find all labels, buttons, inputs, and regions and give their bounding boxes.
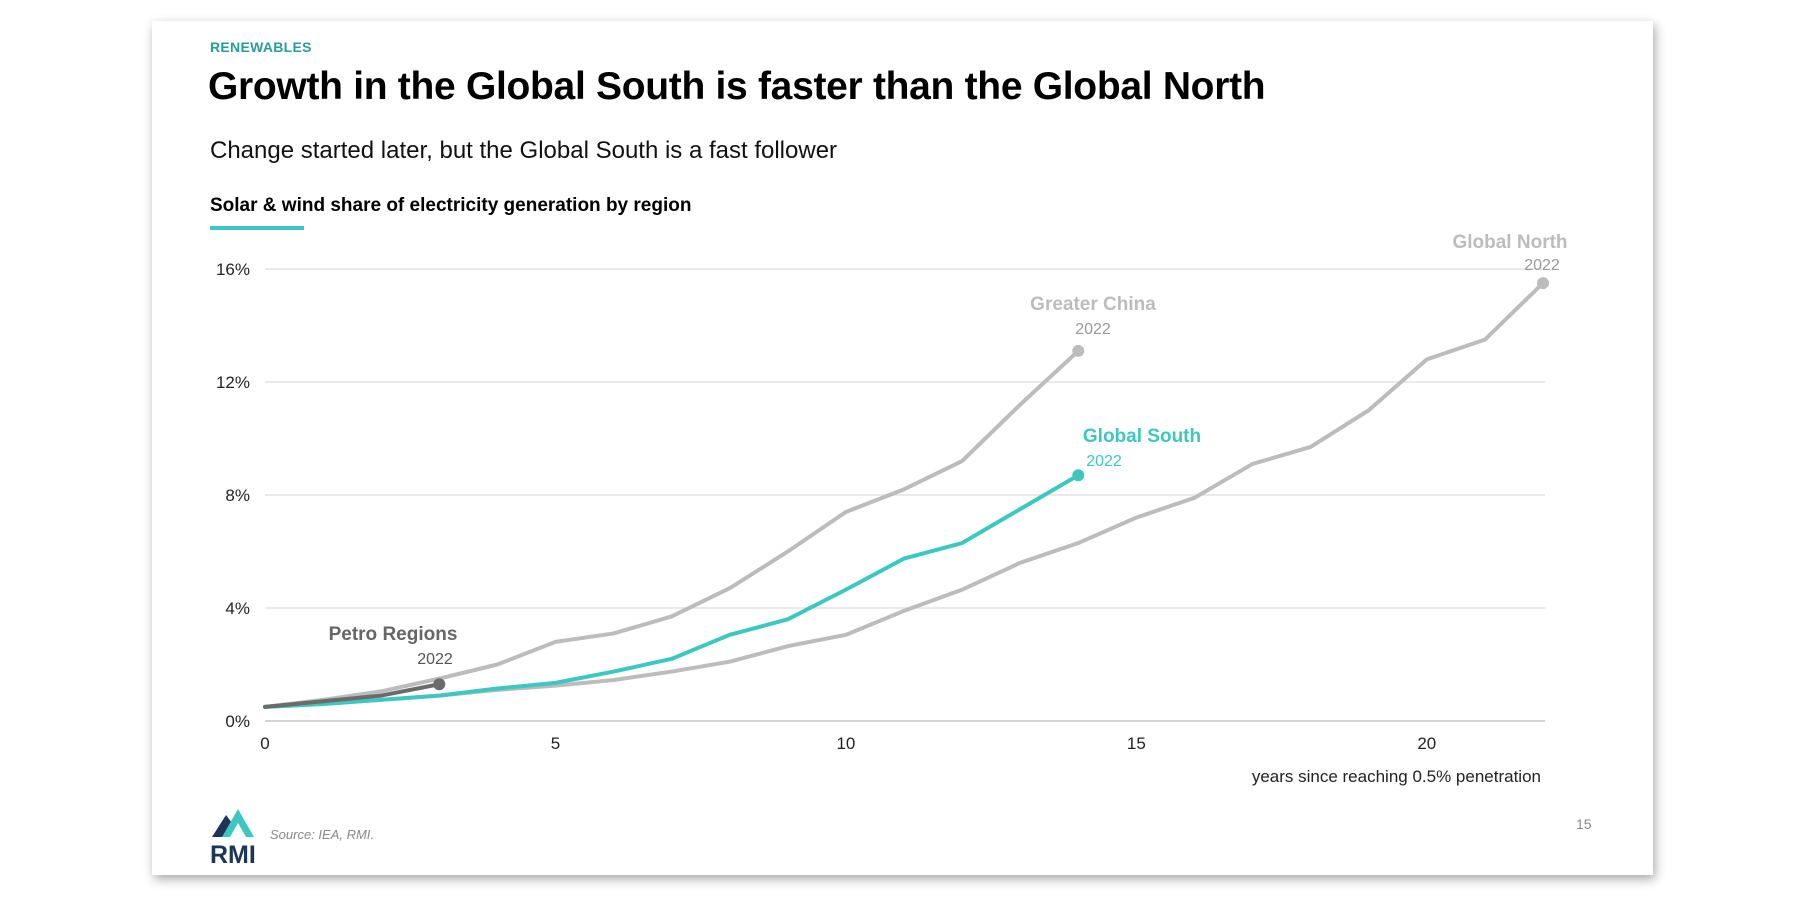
section-kicker: RENEWABLES bbox=[210, 39, 312, 55]
series-year-label-petro-regions: 2022 bbox=[417, 651, 453, 668]
series-label-global-north: Global North bbox=[1452, 232, 1567, 253]
series-year-label-greater-china: 2022 bbox=[1075, 321, 1111, 338]
series-line-petro-regions bbox=[263, 682, 442, 709]
series-line-greater-china bbox=[263, 348, 1081, 709]
series-end-point-global-north bbox=[1537, 277, 1549, 290]
y-tick-label: 12% bbox=[216, 373, 250, 392]
page-number: 15 bbox=[1576, 816, 1592, 832]
x-axis-label: years since reaching 0.5% penetration bbox=[1252, 767, 1541, 786]
series-year-label-global-north: 2022 bbox=[1524, 257, 1560, 274]
y-tick-label: 16% bbox=[216, 260, 250, 279]
source-note: Source: IEA, RMI. bbox=[270, 827, 375, 842]
series-end-point-greater-china bbox=[1072, 344, 1085, 357]
x-tick-label: 0 bbox=[260, 734, 269, 753]
series-year-label-global-south: 2022 bbox=[1086, 453, 1122, 470]
x-tick-label: 20 bbox=[1417, 734, 1436, 753]
series-end-point-petro-regions bbox=[433, 678, 446, 691]
y-tick-label: 8% bbox=[225, 486, 250, 505]
page-subtitle: Change started later, but the Global Sou… bbox=[210, 137, 838, 164]
series-end-point-global-south bbox=[1072, 469, 1085, 482]
logo-text: RMI bbox=[210, 841, 256, 867]
x-tick-label: 15 bbox=[1127, 734, 1146, 753]
series-label-global-south: Global South bbox=[1083, 426, 1201, 447]
chart-title: Solar & wind share of electricity genera… bbox=[210, 195, 692, 216]
title-underline bbox=[210, 226, 304, 230]
y-tick-label: 0% bbox=[225, 712, 250, 731]
rmi-logo-icon: RMI bbox=[210, 809, 256, 867]
slide: RENEWABLES Growth in the Global South is… bbox=[152, 21, 1653, 875]
y-tick-label: 4% bbox=[225, 599, 250, 618]
x-tick-label: 5 bbox=[551, 734, 560, 753]
page-title: Growth in the Global South is faster tha… bbox=[208, 65, 1266, 108]
series-line-global-south bbox=[263, 473, 1081, 709]
series-label-petro-regions: Petro Regions bbox=[329, 624, 458, 645]
x-tick-label: 10 bbox=[836, 734, 855, 753]
series-label-greater-china: Greater China bbox=[1030, 294, 1156, 315]
